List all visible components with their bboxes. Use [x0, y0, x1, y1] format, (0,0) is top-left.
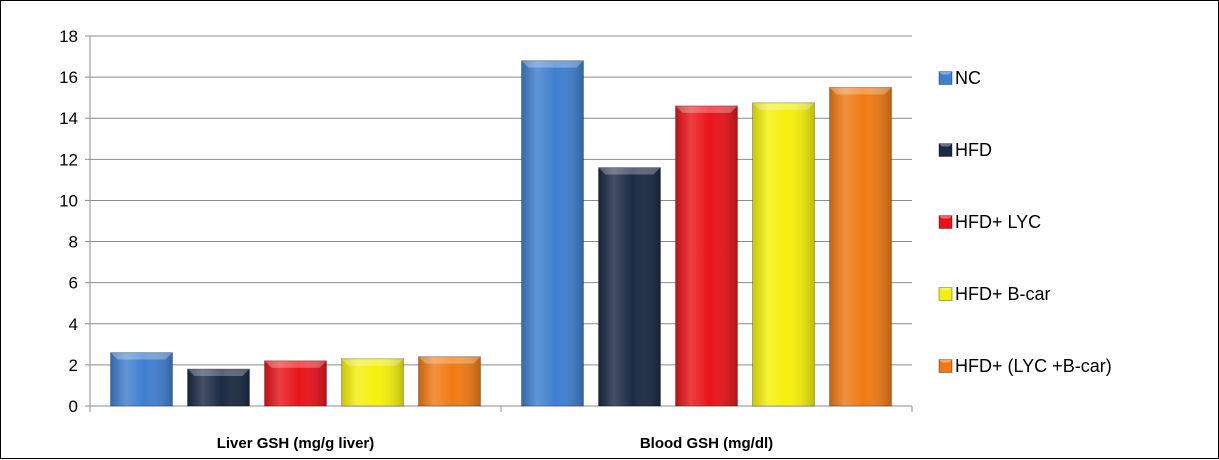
- legend-swatch: [938, 359, 953, 373]
- bar-shading: [264, 360, 327, 406]
- legend-swatch-bevel: [939, 359, 952, 363]
- legend-label: NC: [955, 68, 981, 88]
- bar: [187, 368, 250, 407]
- legend: NC HFD HFD+ LYC HFD+ B-car HFD+ (LYC +B-car): [938, 68, 1112, 376]
- y-tick-label: 8: [69, 233, 78, 252]
- bar-shading: [829, 87, 892, 406]
- y-tick-label: 4: [69, 315, 78, 334]
- bar-top-bevel: [521, 60, 584, 68]
- axis-labels: 0 2 4 6 8 10 12 14 16 18 Liver GSH (mg/g liver) Blo…: [59, 27, 773, 452]
- legend-swatch: [938, 71, 953, 85]
- bar: [521, 60, 584, 407]
- bar-outline: [187, 368, 250, 407]
- bar-top-bevel: [187, 369, 250, 376]
- bar-top-bevel: [752, 102, 815, 110]
- y-tick-label: 18: [59, 27, 78, 46]
- bar-outline: [752, 102, 815, 407]
- y-tick-label: 16: [59, 68, 78, 87]
- legend-swatch: [938, 287, 953, 301]
- bar-outline: [675, 105, 738, 407]
- bar: [110, 352, 173, 407]
- bar-top-bevel: [264, 360, 327, 368]
- bar-top-bevel: [418, 356, 481, 364]
- bar-outline: [598, 167, 661, 407]
- legend-label: HFD+ B-car: [955, 284, 1051, 304]
- legend-swatch-bevel: [939, 143, 952, 147]
- bar: [829, 86, 892, 407]
- bar: [752, 102, 815, 407]
- legend-item: HFD: [938, 140, 992, 160]
- bar-outline: [418, 356, 481, 407]
- y-tick-label: 0: [69, 397, 78, 416]
- legend-item: NC: [938, 68, 981, 88]
- bar-top-bevel: [110, 352, 173, 360]
- bar: [418, 356, 481, 407]
- legend-label: HFD: [955, 140, 992, 160]
- bar-shading: [598, 167, 661, 406]
- bar-outline: [341, 358, 404, 407]
- bar-shading: [675, 105, 738, 406]
- x-category-label: Blood GSH (mg/dl): [640, 435, 773, 452]
- legend-swatch: [938, 215, 953, 229]
- gridlines: [90, 35, 912, 366]
- y-tick-label: 10: [59, 191, 78, 210]
- x-category-label: Liver GSH (mg/g liver): [217, 435, 375, 452]
- y-tick-label: 2: [69, 356, 78, 375]
- bar-top-bevel: [598, 167, 661, 175]
- bar-top-bevel: [341, 358, 404, 366]
- bar-shading: [521, 60, 584, 407]
- bar-outline: [829, 86, 892, 407]
- bar-top-bevel: [675, 105, 738, 113]
- bar-shading: [341, 358, 404, 406]
- bar-outline: [521, 60, 584, 407]
- legend-swatch: [938, 143, 953, 157]
- legend-swatch-bevel: [939, 215, 952, 219]
- bar-shading: [187, 369, 250, 406]
- y-tick-label: 14: [59, 109, 78, 128]
- legend-swatch-bevel: [939, 287, 952, 291]
- bar-outline: [264, 360, 327, 407]
- legend-item: HFD+ (LYC +B-car): [938, 356, 1112, 376]
- legend-label: HFD+ (LYC +B-car): [955, 356, 1112, 376]
- bar-top-bevel: [829, 87, 892, 95]
- legend-item: HFD+ LYC: [938, 212, 1041, 232]
- bar: [675, 105, 738, 407]
- bars: [110, 60, 892, 407]
- y-tick-label: 6: [69, 274, 78, 293]
- legend-item: HFD+ B-car: [938, 284, 1051, 304]
- bar-outline: [110, 352, 173, 407]
- legend-label: HFD+ LYC: [955, 212, 1041, 232]
- bar-shading: [418, 356, 481, 406]
- bar: [598, 167, 661, 407]
- y-tick-label: 12: [59, 150, 78, 169]
- legend-swatch-bevel: [939, 71, 952, 75]
- bar: [341, 358, 404, 407]
- bar: [264, 360, 327, 407]
- bar-shading: [110, 352, 173, 406]
- bar-shading: [752, 102, 815, 407]
